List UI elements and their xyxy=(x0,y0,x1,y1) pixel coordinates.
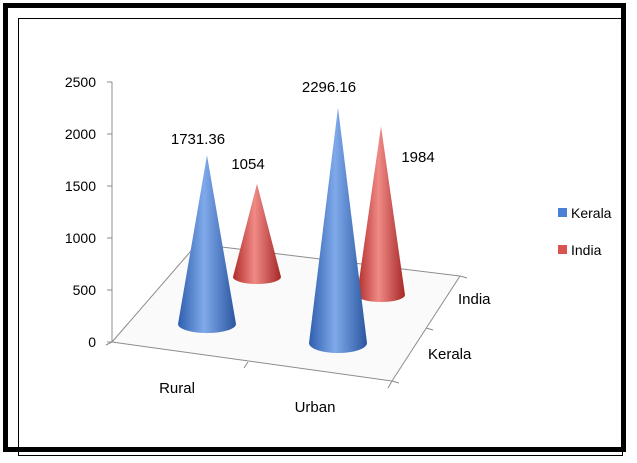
x-tick-mark xyxy=(243,361,249,369)
legend-label-kerala: Kerala xyxy=(571,205,612,221)
floor-plane xyxy=(111,243,461,382)
depth-tick-mark xyxy=(391,380,400,384)
legend-swatch-kerala xyxy=(558,208,567,217)
y-tick-label: 2000 xyxy=(65,126,96,142)
cone-india-urban xyxy=(357,126,405,302)
cone-india-rural xyxy=(233,183,281,284)
y-tick-label: 2500 xyxy=(65,74,96,90)
data-label-kerala-urban: 2296.16 xyxy=(302,79,356,96)
y-tick-labels: 0 500 1000 1500 2000 2500 xyxy=(65,74,96,350)
legend-swatch-india xyxy=(558,245,567,254)
x-tick-mark xyxy=(105,341,113,346)
cone-kerala-rural xyxy=(178,155,236,333)
y-tick-marks xyxy=(107,81,112,343)
legend-label-india: India xyxy=(571,242,602,258)
depth-label-india: India xyxy=(458,291,491,308)
cone-kerala-urban xyxy=(309,107,367,353)
x-category-label-urban: Urban xyxy=(295,399,336,416)
data-label-india-urban: 1984 xyxy=(401,149,434,166)
y-tick-label: 1000 xyxy=(65,230,96,246)
depth-label-kerala: Kerala xyxy=(428,346,472,363)
chart-area-border xyxy=(18,18,623,456)
y-tick-label: 1500 xyxy=(65,178,96,194)
data-label-kerala-rural: 1731.36 xyxy=(171,131,225,148)
depth-tick-mark xyxy=(425,327,434,331)
y-tick-label: 0 xyxy=(88,334,96,350)
data-label-india-rural: 1054 xyxy=(231,156,264,173)
depth-tick-mark xyxy=(459,275,468,279)
x-tick-mark xyxy=(387,380,393,389)
y-tick-label: 500 xyxy=(73,282,97,298)
chart-frame xyxy=(3,3,626,456)
x-category-label-rural: Rural xyxy=(159,380,195,397)
